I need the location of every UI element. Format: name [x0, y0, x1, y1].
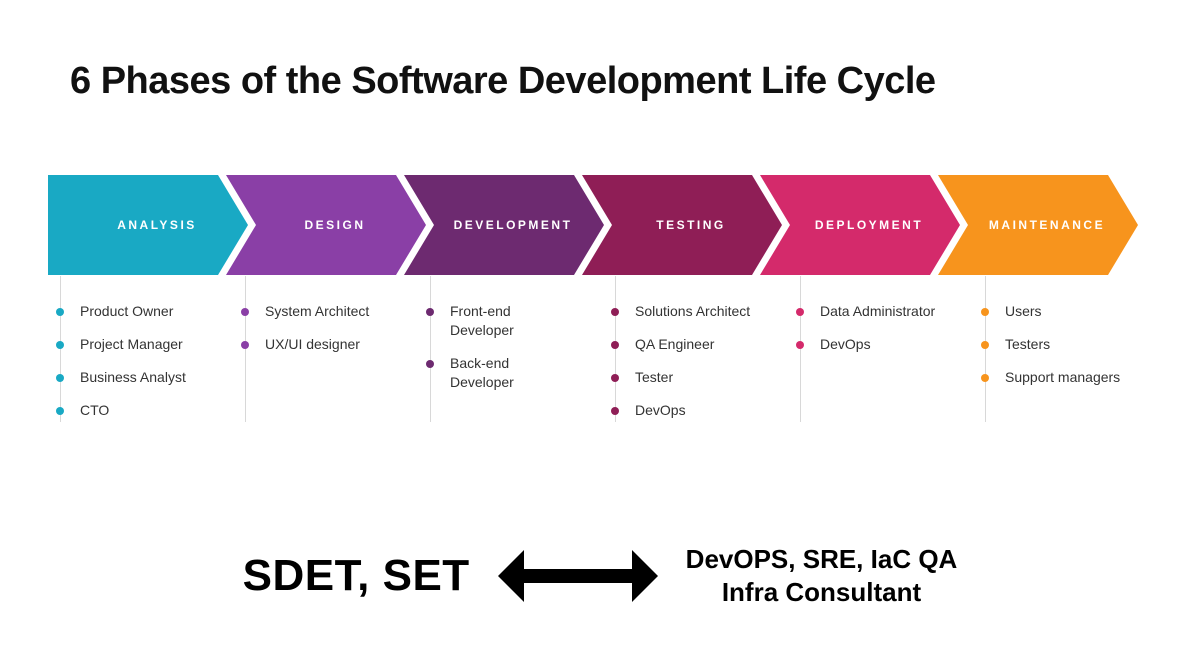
roles-column: Product Owner Project Manager Business Ana… [48, 290, 233, 434]
role-bullet-icon [981, 374, 989, 382]
role-bullet-icon [426, 360, 434, 368]
role-item: QA Engineer [603, 335, 763, 354]
role-item: DevOps [788, 335, 948, 354]
role-label: Testers [1005, 336, 1050, 352]
role-bullet-icon [611, 308, 619, 316]
double-arrow-icon [498, 550, 658, 602]
role-label: Business Analyst [80, 369, 186, 385]
roles-row: Product Owner Project Manager Business Ana… [48, 290, 1158, 434]
footer-right-line2: Infra Consultant [686, 576, 958, 609]
phase-label: DEVELOPMENT [436, 218, 573, 232]
footer-left-label: SDET, SET [243, 551, 470, 601]
role-bullet-icon [56, 407, 64, 415]
roles-column: Data Administrator DevOps [788, 290, 973, 434]
role-item: Project Manager [48, 335, 208, 354]
page-title: 6 Phases of the Software Development Lif… [70, 60, 936, 103]
role-bullet-icon [981, 308, 989, 316]
role-bullet-icon [611, 374, 619, 382]
phase-chevron: TESTING [582, 175, 782, 275]
role-item: Support managers [973, 368, 1133, 387]
role-bullet-icon [56, 341, 64, 349]
role-item: System Architect [233, 302, 393, 321]
role-bullet-icon [56, 374, 64, 382]
phases-chevron-row: ANALYSIS DESIGN DEVELOPMENT TESTING DEPLOYME… [48, 175, 1116, 275]
phase-chevron: DESIGN [226, 175, 426, 275]
role-item: DevOps [603, 401, 763, 420]
role-bullet-icon [981, 341, 989, 349]
role-label: CTO [80, 402, 109, 418]
role-item: Front-end Developer [418, 302, 578, 340]
role-label: Product Owner [80, 303, 173, 319]
role-item: Business Analyst [48, 368, 208, 387]
role-label: QA Engineer [635, 336, 714, 352]
footer-annotation: SDET, SET DevOPS, SRE, IaC QA Infra Cons… [0, 543, 1200, 608]
role-bullet-icon [56, 308, 64, 316]
role-item: Data Administrator [788, 302, 948, 321]
role-label: System Architect [265, 303, 369, 319]
footer-right-label: DevOPS, SRE, IaC QA Infra Consultant [686, 543, 958, 608]
role-item: Back-end Developer [418, 354, 578, 392]
role-item: Tester [603, 368, 763, 387]
role-label: Support managers [1005, 369, 1120, 385]
role-item: Testers [973, 335, 1133, 354]
phase-label: TESTING [638, 218, 726, 232]
phase-label: DESIGN [286, 218, 365, 232]
role-bullet-icon [241, 308, 249, 316]
role-item: CTO [48, 401, 208, 420]
roles-column: Users Testers Support managers [973, 290, 1158, 434]
role-bullet-icon [611, 407, 619, 415]
phase-label: DEPLOYMENT [797, 218, 923, 232]
role-bullet-icon [611, 341, 619, 349]
role-bullet-icon [796, 341, 804, 349]
roles-column: Front-end Developer Back-end Developer [418, 290, 603, 434]
role-label: Users [1005, 303, 1042, 319]
role-bullet-icon [241, 341, 249, 349]
role-label: Front-end Developer [450, 303, 514, 338]
roles-column: Solutions Architect QA Engineer Tester DevO… [603, 290, 788, 434]
role-label: Data Administrator [820, 303, 935, 319]
role-item: Users [973, 302, 1133, 321]
phase-label: ANALYSIS [99, 218, 197, 232]
role-label: Project Manager [80, 336, 183, 352]
role-item: Solutions Architect [603, 302, 763, 321]
role-label: Back-end Developer [450, 355, 514, 390]
roles-column: System Architect UX/UI designer [233, 290, 418, 434]
footer-right-line1: DevOPS, SRE, IaC QA [686, 543, 958, 576]
role-item: Product Owner [48, 302, 208, 321]
role-label: DevOps [820, 336, 871, 352]
role-label: Tester [635, 369, 673, 385]
phase-label: MAINTENANCE [971, 218, 1105, 232]
role-bullet-icon [796, 308, 804, 316]
role-bullet-icon [426, 308, 434, 316]
phase-chevron: MAINTENANCE [938, 175, 1138, 275]
role-label: DevOps [635, 402, 686, 418]
role-label: UX/UI designer [265, 336, 360, 352]
phase-chevron: ANALYSIS [48, 175, 248, 275]
role-item: UX/UI designer [233, 335, 393, 354]
phase-chevron: DEVELOPMENT [404, 175, 604, 275]
role-label: Solutions Architect [635, 303, 750, 319]
phase-chevron: DEPLOYMENT [760, 175, 960, 275]
